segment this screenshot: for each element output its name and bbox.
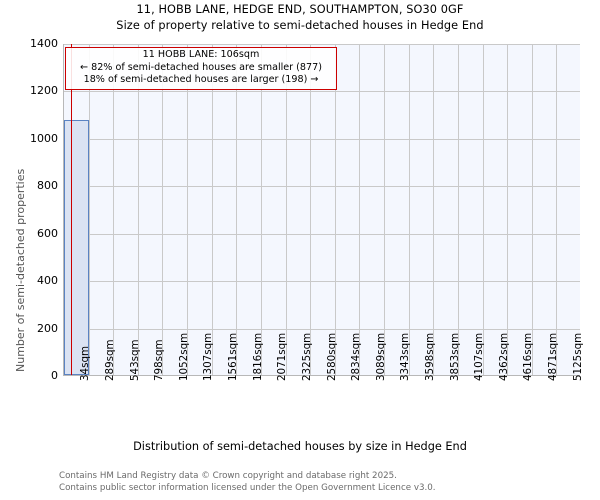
gridline-vertical xyxy=(310,44,312,375)
x-axis-tick-label: 798sqm xyxy=(153,339,166,381)
y-axis-tick-label: 1400 xyxy=(30,37,58,50)
gridline-vertical xyxy=(531,44,533,375)
gridline-vertical xyxy=(187,44,189,375)
plot-area xyxy=(63,44,580,376)
annotation-line-2: ← 82% of semi-detached houses are smalle… xyxy=(80,61,322,73)
x-axis-tick-label: 4362sqm xyxy=(497,332,510,381)
x-axis-tick-label: 5125sqm xyxy=(571,332,584,381)
gridline-vertical xyxy=(334,44,336,375)
x-axis-tick-label: 34sqm xyxy=(79,345,92,381)
x-axis-tick-label: 1816sqm xyxy=(251,332,264,381)
gridline-vertical xyxy=(433,44,435,375)
gridline-vertical xyxy=(113,44,115,375)
y-axis-tick-label: 1000 xyxy=(30,131,58,145)
x-axis-tick-label: 3598sqm xyxy=(423,332,436,381)
annotation-line-3: 18% of semi-detached houses are larger (… xyxy=(83,74,319,86)
y-axis-tick-label: 0 xyxy=(51,369,58,382)
property-marker-line xyxy=(70,44,73,375)
x-axis-tick-label: 2071sqm xyxy=(276,332,289,381)
gridline-vertical xyxy=(507,44,509,375)
gridline-vertical xyxy=(137,44,139,375)
y-axis-tick-label: 1200 xyxy=(30,84,58,98)
gridline-horizontal xyxy=(64,186,580,188)
gridline-horizontal xyxy=(64,328,580,330)
x-axis-tick-label: 3853sqm xyxy=(448,332,461,381)
gridline-horizontal xyxy=(64,91,580,93)
bar xyxy=(64,120,89,375)
x-axis-tick-label: 4616sqm xyxy=(522,332,535,381)
gridline-vertical xyxy=(260,44,262,375)
x-axis-tick-label: 1307sqm xyxy=(202,332,215,381)
y-axis-tick-label: 200 xyxy=(37,321,58,335)
x-axis-tick-label: 1561sqm xyxy=(227,332,240,381)
attribution-footer: Contains HM Land Registry data © Crown c… xyxy=(59,471,599,494)
gridline-horizontal xyxy=(64,138,580,140)
x-axis-tick-label: 289sqm xyxy=(103,339,116,381)
gridline-vertical xyxy=(384,44,386,375)
page-subtitle: Size of property relative to semi-detach… xyxy=(116,19,484,32)
gridline-vertical xyxy=(211,44,213,375)
x-axis-tick-label: 3089sqm xyxy=(374,332,387,381)
gridline-vertical xyxy=(556,44,558,375)
gridline-vertical xyxy=(162,44,164,375)
x-axis-tick-label: 2580sqm xyxy=(325,332,338,381)
y-axis-tick-label: 600 xyxy=(37,226,58,240)
x-axis-tick-label: 543sqm xyxy=(128,339,141,381)
gridline-vertical xyxy=(236,44,238,375)
footer-line-1: Contains HM Land Registry data © Crown c… xyxy=(59,471,397,481)
gridline-horizontal xyxy=(64,44,580,45)
page-title: 11, HOBB LANE, HEDGE END, SOUTHAMPTON, S… xyxy=(136,3,464,16)
gridline-vertical xyxy=(285,44,287,375)
property-annotation-box: 11 HOBB LANE: 106sqm ← 82% of semi-detac… xyxy=(65,47,337,90)
x-axis-tick-label: 4107sqm xyxy=(473,332,486,381)
y-axis-tick-label: 400 xyxy=(37,274,58,288)
gridline-vertical xyxy=(359,44,361,375)
x-axis-tick-label: 1052sqm xyxy=(177,332,190,381)
x-axis-tick-label: 2834sqm xyxy=(350,332,363,381)
gridline-vertical xyxy=(88,44,90,375)
x-axis-tick-label: 4871sqm xyxy=(547,332,560,381)
x-axis-title: Distribution of semi-detached houses by … xyxy=(133,440,467,453)
gridline-vertical xyxy=(408,44,410,375)
footer-line-2: Contains public sector information licen… xyxy=(59,482,436,493)
x-axis-tick-label: 3343sqm xyxy=(399,332,412,381)
gridline-vertical xyxy=(457,44,459,375)
y-axis-tick-label: 800 xyxy=(37,179,58,193)
gridline-vertical xyxy=(482,44,484,375)
y-axis-title: Number of semi-detached properties xyxy=(14,168,27,372)
gridline-horizontal xyxy=(64,233,580,235)
gridline-horizontal xyxy=(64,281,580,283)
annotation-line-1: 11 HOBB LANE: 106sqm xyxy=(142,49,260,60)
x-axis-tick-label: 2325sqm xyxy=(300,332,313,381)
